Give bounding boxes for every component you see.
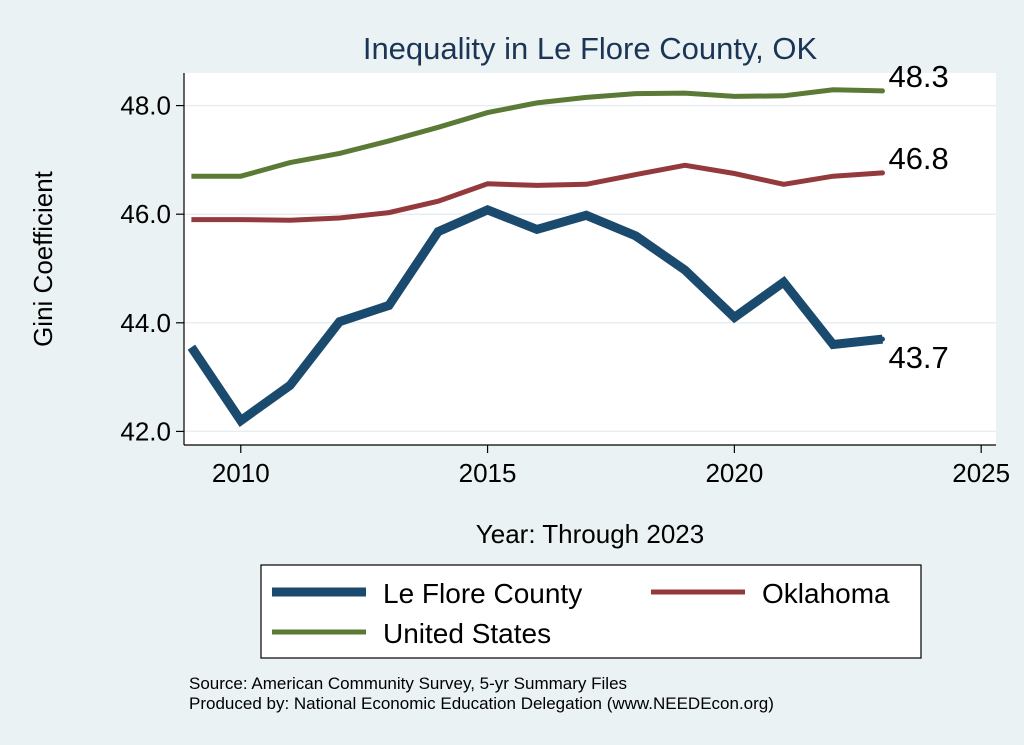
legend-label-oklahoma: Oklahoma xyxy=(762,578,890,609)
legend-label-united-states: United States xyxy=(383,618,551,649)
x-tick-label: 2010 xyxy=(212,458,270,488)
plot-area xyxy=(184,73,996,445)
series-line-le-flore-county xyxy=(187,205,883,427)
series-line-oklahoma xyxy=(191,162,883,223)
x-ticks: 2010 2015 2020 2025 xyxy=(212,445,1010,488)
x-tick-label: 2025 xyxy=(952,458,1010,488)
series-end-point-oklahoma xyxy=(879,170,885,176)
series-end-point-le-flore-county xyxy=(879,336,885,342)
y-tick-label: 44.0 xyxy=(120,308,171,338)
y-axis-title: Gini Coefficient xyxy=(28,170,58,347)
end-label-le-flore-county: 43.7 xyxy=(888,340,948,375)
legend-label-le-flore-county: Le Flore County xyxy=(383,578,582,609)
y-tick-label: 46.0 xyxy=(120,199,171,229)
source-note: Source: American Community Survey, 5-yr … xyxy=(189,674,627,693)
legend-box xyxy=(260,564,922,659)
end-labels: 43.7 46.8 48.3 xyxy=(888,59,948,375)
end-label-united-states: 48.3 xyxy=(888,59,948,94)
series-end-point-united-states xyxy=(879,88,885,94)
end-label-oklahoma: 46.8 xyxy=(888,141,948,176)
series-group xyxy=(187,87,885,427)
y-tick-label: 42.0 xyxy=(120,416,171,446)
legend: Le Flore County Oklahoma United States xyxy=(260,564,922,659)
y-ticks: 42.0 44.0 46.0 48.0 xyxy=(120,91,184,446)
producer-note: Produced by: National Economic Education… xyxy=(189,694,774,713)
y-tick-label: 48.0 xyxy=(120,91,171,121)
x-axis-title: Year: Through 2023 xyxy=(476,519,704,549)
x-tick-label: 2015 xyxy=(459,458,517,488)
axes xyxy=(183,73,996,446)
x-tick-label: 2020 xyxy=(705,458,763,488)
chart-title: Inequality in Le Flore County, OK xyxy=(363,31,818,66)
series-line-united-states xyxy=(191,87,883,179)
